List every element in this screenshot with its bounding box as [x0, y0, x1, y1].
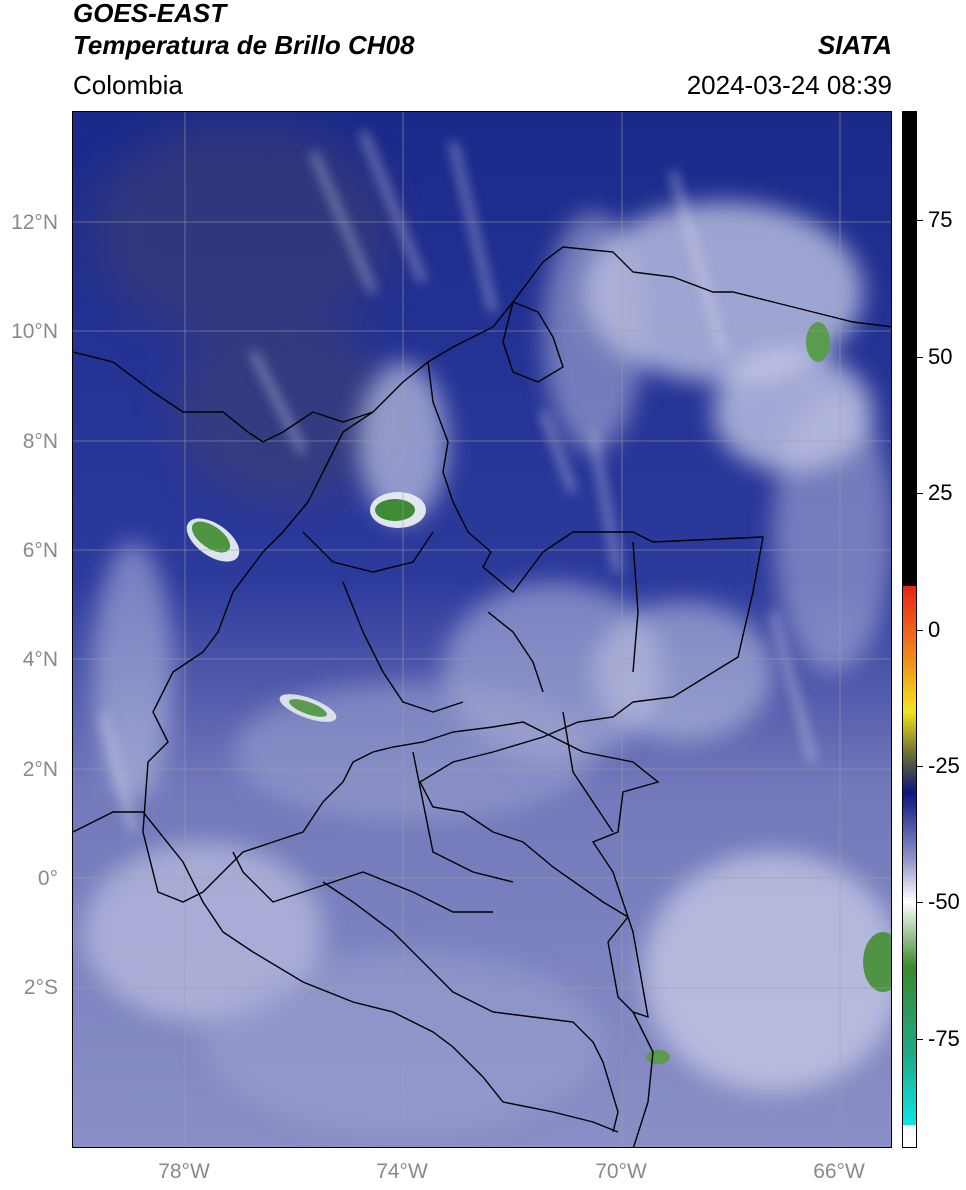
lat-label-10n: 10°N [11, 320, 58, 343]
internal-dept-5 [487, 611, 544, 693]
colorbar-tick [917, 357, 923, 358]
lake-maracaibo [502, 301, 564, 383]
lat-label-0: 0° [37, 867, 58, 890]
venezuela-coast [427, 246, 891, 363]
lat-label-4n: 4°N [22, 648, 58, 671]
lon-label-74w: 74°W [376, 1160, 428, 1183]
colorbar-tick-label: -75 [928, 1026, 960, 1051]
internal-dept-6 [632, 541, 639, 673]
colorbar-tick-label: 0 [928, 617, 941, 642]
ecuador-border [232, 851, 493, 913]
colorbar-tick [917, 630, 923, 631]
brazil-border [632, 1011, 654, 1147]
internal-dept-2 [342, 581, 464, 713]
lat-label-2n: 2°N [22, 758, 58, 781]
colorbar [902, 111, 917, 1148]
political-borders [73, 246, 891, 1147]
lat-label-6n: 6°N [22, 539, 58, 562]
colorbar-tick-label: 25 [928, 480, 953, 505]
colorbar-tick-label: 50 [928, 344, 953, 369]
region-label: Colombia [73, 70, 183, 100]
colorbar-tick [917, 902, 923, 903]
convective-cores [186, 322, 891, 1064]
colorbar-tick [917, 493, 923, 494]
lat-label-2s: 2°S [23, 976, 58, 999]
internal-dept-3 [412, 751, 514, 883]
colorbar-tick [917, 220, 923, 221]
brand-label: SIATA [817, 30, 892, 60]
internal-dept-4 [562, 711, 614, 833]
timestamp-label: 2024-03-24 08:39 [686, 70, 892, 100]
colombia-border [142, 360, 764, 1019]
internal-dept-1 [302, 531, 434, 573]
figure-title-product: Temperatura de Brillo CH08 [73, 30, 415, 60]
figure-title-satellite: GOES-EAST [73, 0, 227, 28]
colorbar-tick-label: -50 [928, 889, 960, 914]
lon-label-70w: 70°W [595, 1160, 647, 1183]
lat-label-8n: 8°N [22, 430, 58, 453]
peru-border [322, 881, 619, 1133]
brightness-temperature-map [73, 112, 891, 1147]
colorbar-tick [917, 1039, 923, 1040]
lon-label-66w: 66°W [813, 1160, 865, 1183]
colorbar-tick [917, 766, 923, 767]
lat-label-12n: 12°N [11, 211, 58, 234]
colorbar-tick-label: -25 [928, 753, 960, 778]
graticule [73, 112, 891, 1147]
lon-label-78w: 78°W [158, 1160, 210, 1183]
pacific-coast [73, 811, 619, 1133]
map-panel [72, 111, 892, 1148]
dry-air-region [93, 122, 393, 502]
colorbar-tick-label: 75 [928, 207, 953, 232]
panama-coast [73, 351, 374, 443]
